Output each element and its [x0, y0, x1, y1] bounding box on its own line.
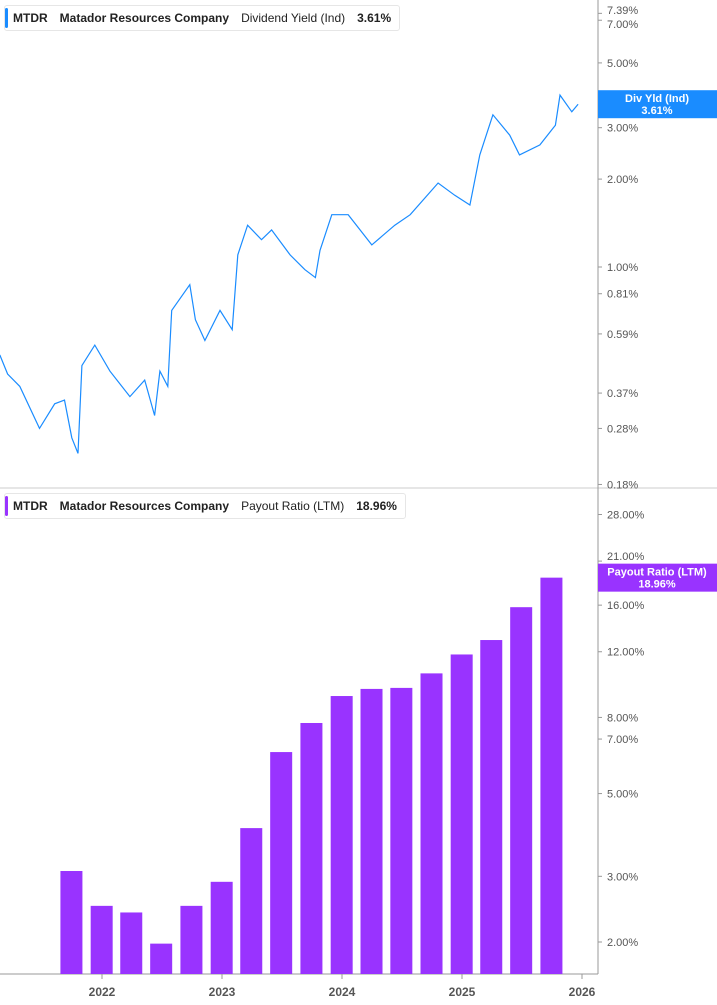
payout-bar — [300, 722, 323, 974]
y-tick-label: 2.00% — [607, 174, 638, 186]
legend-metric: Payout Ratio (LTM) — [241, 499, 345, 513]
payout-bar — [180, 905, 203, 974]
legend-ticker: MTDR — [13, 11, 48, 25]
x-tick-label: 2023 — [209, 985, 236, 999]
y-tick-label: 7.00% — [607, 19, 638, 31]
payout-bar — [420, 673, 443, 974]
payout-bar — [480, 640, 503, 974]
badge-label: Div Yld (Ind) — [625, 93, 689, 105]
legend-value: 18.96% — [356, 499, 397, 513]
payout-bar — [90, 905, 113, 974]
y-tick-label: 8.00% — [607, 712, 638, 724]
legend-company: Matador Resources Company — [59, 11, 230, 25]
legend-company: Matador Resources Company — [59, 499, 230, 513]
payout-bar — [540, 577, 563, 974]
payout-bar — [240, 828, 263, 974]
payout-bar — [210, 881, 233, 974]
y-tick-label: 0.81% — [607, 289, 638, 301]
payout-bar — [150, 943, 173, 974]
y-tick-label: 1.00% — [607, 262, 638, 274]
current-value-badge — [598, 90, 717, 119]
badge-label: Payout Ratio (LTM) — [607, 567, 707, 579]
payout-bar — [120, 912, 143, 974]
legend-payout-ratio: MTDR Matador Resources Company Payout Ra… — [4, 493, 406, 519]
x-tick-label: 2024 — [329, 985, 356, 999]
series-color-marker — [5, 496, 8, 516]
y-tick-label: 12.00% — [607, 647, 645, 659]
x-tick-label: 2026 — [569, 985, 596, 999]
legend-ticker: MTDR — [13, 499, 48, 513]
y-tick-label: 3.00% — [607, 123, 638, 135]
current-value-badge — [598, 563, 717, 592]
y-tick-label: 0.37% — [607, 388, 638, 400]
y-tick-label: 0.59% — [607, 329, 638, 341]
y-tick-label: 3.00% — [607, 871, 638, 883]
payout-bar — [360, 688, 383, 974]
x-tick-label: 2025 — [449, 985, 476, 999]
x-tick-label: 2022 — [89, 985, 116, 999]
badge-value: 3.61% — [641, 105, 672, 117]
y-tick-label: 21.00% — [607, 551, 645, 563]
badge-value: 18.96% — [638, 579, 676, 591]
y-tick-label: 28.00% — [607, 509, 645, 521]
y-tick-label: 0.28% — [607, 423, 638, 435]
y-tick-label: 0.18% — [607, 479, 638, 491]
y-tick-label: 7.39% — [607, 5, 638, 17]
payout-bar — [450, 654, 473, 974]
y-tick-label: 7.00% — [607, 734, 638, 746]
payout-bar — [270, 752, 293, 974]
y-tick-label: 5.00% — [607, 789, 638, 801]
y-tick-label: 2.00% — [607, 937, 638, 949]
y-tick-label: 5.00% — [607, 58, 638, 70]
legend-value: 3.61% — [357, 11, 392, 25]
y-tick-label: 16.00% — [607, 600, 645, 612]
legend-metric: Dividend Yield (Ind) — [241, 11, 346, 25]
dividend-yield-line — [0, 93, 579, 454]
series-color-marker — [5, 8, 8, 28]
payout-bar — [60, 871, 83, 974]
payout-bar — [330, 696, 353, 974]
legend-dividend-yield: MTDR Matador Resources Company Dividend … — [4, 5, 401, 31]
payout-bar — [510, 607, 533, 974]
payout-bar — [390, 687, 413, 974]
